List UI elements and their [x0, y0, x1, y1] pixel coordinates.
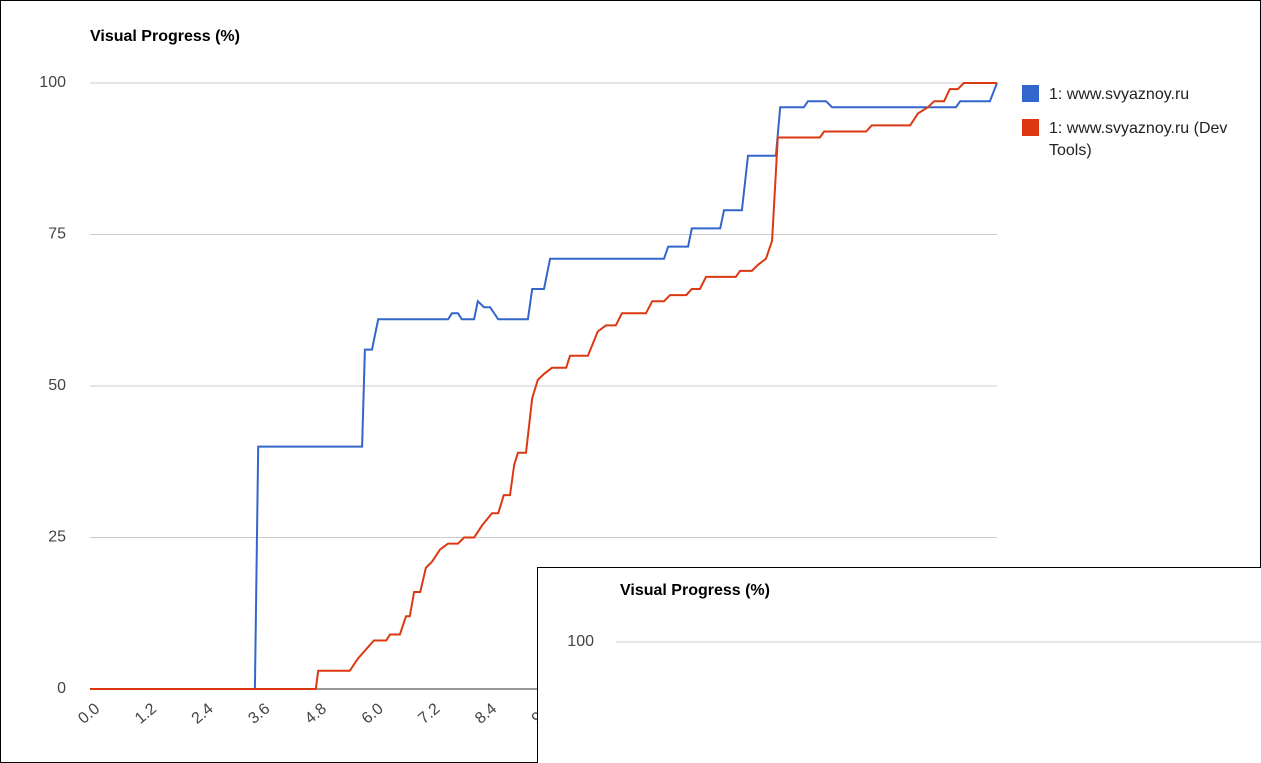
series-line: [90, 82, 998, 690]
y-tick-label: 50: [48, 377, 66, 394]
x-tick-label: 8.4: [472, 700, 500, 727]
x-tick-label: 0.0: [75, 700, 103, 727]
x-tick-label: 4.8: [302, 700, 330, 727]
legend-item: 1: www.svyaznoy.ru: [1022, 84, 1234, 106]
x-tick-label: 1.2: [132, 700, 160, 727]
x-tick-label: 7.2: [415, 700, 443, 727]
y-tick-label: 100: [567, 633, 594, 650]
legend-label: 1: www.svyaznoy.ru: [1049, 86, 1190, 103]
x-tick-label: 2.4: [189, 700, 217, 727]
y-tick-label: 75: [48, 226, 66, 243]
x-tick-label: 6.0: [359, 700, 387, 727]
chart-title: Visual Progress (%): [620, 582, 770, 599]
chart-title: Visual Progress (%): [90, 28, 240, 45]
overlay-chart: Visual Progress (%) 100: [537, 567, 1261, 763]
x-tick-label: 3.6: [245, 700, 273, 727]
legend-item: 1: www.svyaznoy.ru (Dev Tools): [1022, 118, 1234, 162]
y-tick-label: 100: [39, 74, 66, 91]
chart: Visual Progress (%) 100: [567, 582, 1261, 650]
legend-swatch: [1022, 85, 1039, 102]
y-tick-label: 25: [48, 529, 66, 546]
series-line: [90, 82, 997, 690]
y-tick-label: 0: [57, 680, 66, 697]
legend-label: 1: www.svyaznoy.ru (Dev Tools): [1049, 120, 1228, 159]
legend-swatch: [1022, 119, 1039, 136]
